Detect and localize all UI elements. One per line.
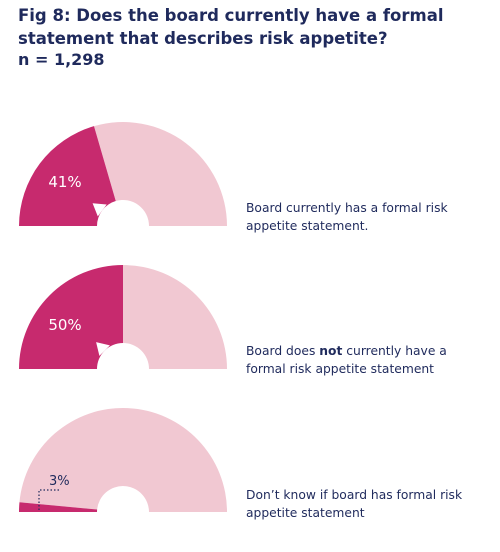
gauge-remainder-1: [123, 265, 227, 369]
gauge-pointer-0: [92, 203, 107, 217]
legend-text-1-before: Board does: [246, 344, 320, 358]
legend-text-1-after: currently have a formal risk appetite st…: [246, 344, 447, 376]
legend-text-1-bold: not: [319, 344, 343, 358]
legend-text-2-before: Don’t know if board has formal risk appe…: [246, 488, 463, 520]
chart-title: Fig 8: Does the board currently have a f…: [18, 6, 444, 48]
gauge-pointer-1: [96, 342, 110, 356]
gauge-remainder-2: [19, 407, 228, 512]
gauge-value-label-0: 41%: [48, 173, 81, 191]
gauge-value-label-2: 3%: [49, 474, 70, 489]
legend-item-2: Don’t know if board has formal risk appe…: [246, 486, 476, 522]
gauge-remainder-0: [93, 121, 227, 226]
legend-text-0-before: Board currently has a formal risk appeti…: [246, 201, 448, 233]
gauge-value-label-1: 50%: [48, 316, 81, 334]
gauge-slice-0: [18, 126, 116, 226]
legend-item-0: Board currently has a formal risk appeti…: [246, 199, 476, 235]
legend-item-1: Board does not currently have a formal r…: [246, 342, 476, 378]
sample-size-label: n = 1,298: [18, 50, 105, 69]
